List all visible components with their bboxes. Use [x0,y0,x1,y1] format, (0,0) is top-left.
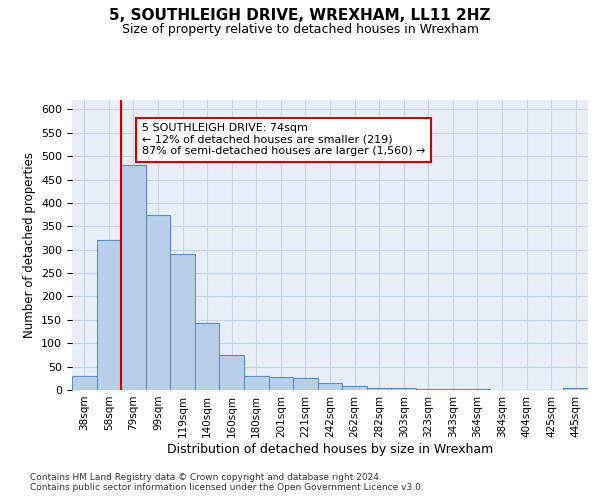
Bar [269,377,293,390]
Bar [318,383,342,390]
Text: Size of property relative to detached houses in Wrexham: Size of property relative to detached ho… [121,22,479,36]
Bar [342,386,367,390]
Bar [72,376,97,390]
Bar [121,166,146,390]
Bar [391,388,416,390]
Text: Distribution of detached houses by size in Wrexham: Distribution of detached houses by size … [167,442,493,456]
Text: Contains HM Land Registry data © Crown copyright and database right 2024.: Contains HM Land Registry data © Crown c… [30,472,382,482]
Text: 5 SOUTHLEIGH DRIVE: 74sqm
← 12% of detached houses are smaller (219)
87% of semi: 5 SOUTHLEIGH DRIVE: 74sqm ← 12% of detac… [142,123,425,156]
Bar [293,378,318,390]
Text: Contains public sector information licensed under the Open Government Licence v3: Contains public sector information licen… [30,482,424,492]
Bar [146,214,170,390]
Bar [170,254,195,390]
Bar [563,388,588,390]
Bar [195,323,220,390]
Y-axis label: Number of detached properties: Number of detached properties [23,152,35,338]
Bar [440,388,465,390]
Bar [367,388,391,390]
Text: 5, SOUTHLEIGH DRIVE, WREXHAM, LL11 2HZ: 5, SOUTHLEIGH DRIVE, WREXHAM, LL11 2HZ [109,8,491,22]
Bar [465,388,490,390]
Bar [244,376,269,390]
Bar [220,355,244,390]
Bar [97,240,121,390]
Bar [416,388,440,390]
